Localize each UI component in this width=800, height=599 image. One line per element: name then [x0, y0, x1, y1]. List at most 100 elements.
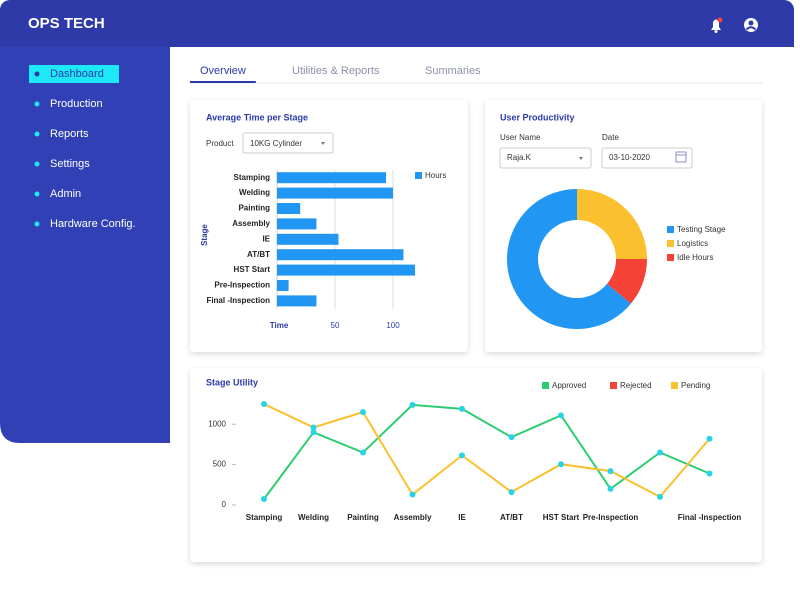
product-select[interactable]: 10KG Cylinder [242, 132, 334, 154]
point-marker [657, 493, 663, 500]
point-marker [459, 405, 465, 412]
y-tick-label: Stamping [234, 173, 271, 182]
nav-dot [34, 131, 40, 137]
nav-item[interactable]: Dashboard [50, 68, 104, 80]
point-marker [310, 424, 317, 431]
point-marker [261, 401, 267, 408]
header-bg [0, 30, 794, 47]
x-tick-label: IE [458, 513, 466, 522]
point-marker [360, 409, 366, 416]
point-marker [409, 491, 416, 498]
point-marker [558, 461, 564, 468]
tab[interactable]: Overview [200, 65, 246, 77]
donut-slice [577, 189, 647, 259]
y-tick-label: 500 [213, 460, 227, 469]
date-value: 03-10-2020 [609, 153, 650, 162]
tab[interactable]: Utilities & Reports [292, 65, 380, 77]
nav-item[interactable]: Admin [50, 188, 81, 200]
bar [277, 280, 289, 291]
legend-label: Idle Hours [677, 253, 713, 262]
nav-item[interactable]: Hardware Config. [50, 218, 136, 230]
bar [277, 172, 387, 184]
donut-slice [607, 259, 647, 304]
nav-item[interactable]: Reports [50, 128, 89, 140]
y-tick-label: Pre-Inspection [214, 281, 270, 290]
point-marker [706, 470, 713, 477]
point-marker [360, 449, 366, 456]
donut-slice [507, 188, 631, 329]
brand: OPS TECH [28, 15, 105, 32]
legend-swatch [542, 382, 549, 389]
nav-dot [34, 191, 40, 197]
legend-label: Testing Stage [677, 225, 726, 234]
x-axis-label: Time [270, 321, 289, 330]
series-line [263, 403, 711, 499]
nav-item[interactable]: Production [50, 98, 103, 110]
nav-dot [34, 161, 40, 167]
legend-label: Pending [681, 381, 710, 390]
point-marker [607, 485, 614, 492]
chart-title: Stage Utility [206, 377, 258, 387]
nav-dot [34, 71, 40, 77]
bar [277, 295, 317, 307]
series-line [263, 403, 710, 500]
chart-title: Average Time per Stage [206, 112, 308, 122]
x-tick-label: Welding [298, 513, 329, 522]
user-icon[interactable] [744, 18, 758, 32]
nav-dot [34, 221, 40, 227]
y-tick-label: AT/BT [247, 250, 270, 259]
legend-swatch [667, 240, 674, 247]
product-value: 10KG Cylinder [250, 139, 302, 148]
x-tick-label: Pre-Inspection [583, 513, 639, 522]
legend-label: Hours [425, 171, 446, 180]
legend-label: Rejected [620, 381, 652, 390]
x-tick-label: HST Start [543, 513, 580, 522]
y-axis-label: Stage [200, 224, 209, 246]
bar [277, 203, 301, 214]
legend-label: Approved [552, 381, 586, 390]
y-tick-label: 0 [222, 500, 227, 509]
bar [277, 233, 339, 245]
nav-dot [34, 101, 40, 107]
date-input[interactable]: 03-10-2020 [601, 147, 693, 169]
point-marker [558, 412, 564, 419]
bar [277, 218, 317, 230]
legend-swatch [667, 226, 674, 233]
x-tick-label: 50 [331, 321, 340, 330]
chart-title: User Productivity [500, 112, 575, 122]
legend-swatch [415, 172, 422, 179]
point-marker [657, 449, 663, 456]
tab[interactable]: Summaries [425, 65, 481, 77]
y-tick-label: Assembly [232, 219, 270, 228]
y-tick-label: Welding [239, 188, 270, 197]
date-label: Date [602, 133, 619, 142]
nav-active-bg [29, 65, 119, 83]
legend-label: Logistics [677, 239, 708, 248]
x-tick-label: 100 [386, 321, 400, 330]
point-marker [409, 401, 416, 408]
tab-underline [190, 81, 256, 83]
y-tick-label: Final -Inspection [206, 296, 270, 305]
product-label: Product [206, 139, 234, 148]
user-select[interactable]: Raja.K [499, 147, 592, 169]
x-tick-label: Stamping [246, 513, 283, 522]
bar [277, 264, 416, 276]
card [190, 100, 468, 352]
y-tick-label: 1000 [208, 419, 226, 428]
point-marker [706, 435, 713, 442]
user-label: User Name [500, 133, 541, 142]
legend-swatch [671, 382, 678, 389]
x-tick-label: Assembly [394, 513, 432, 522]
x-tick-label: Painting [347, 513, 379, 522]
y-tick-label: Painting [238, 204, 270, 213]
point-marker [310, 429, 317, 436]
point-marker [508, 489, 515, 496]
nav-item[interactable]: Settings [50, 158, 90, 170]
bar [277, 187, 393, 199]
bar [277, 249, 404, 261]
point-marker [261, 496, 267, 503]
legend-swatch [667, 254, 674, 261]
bell-icon[interactable] [711, 17, 723, 34]
y-tick-label: IE [262, 234, 270, 243]
